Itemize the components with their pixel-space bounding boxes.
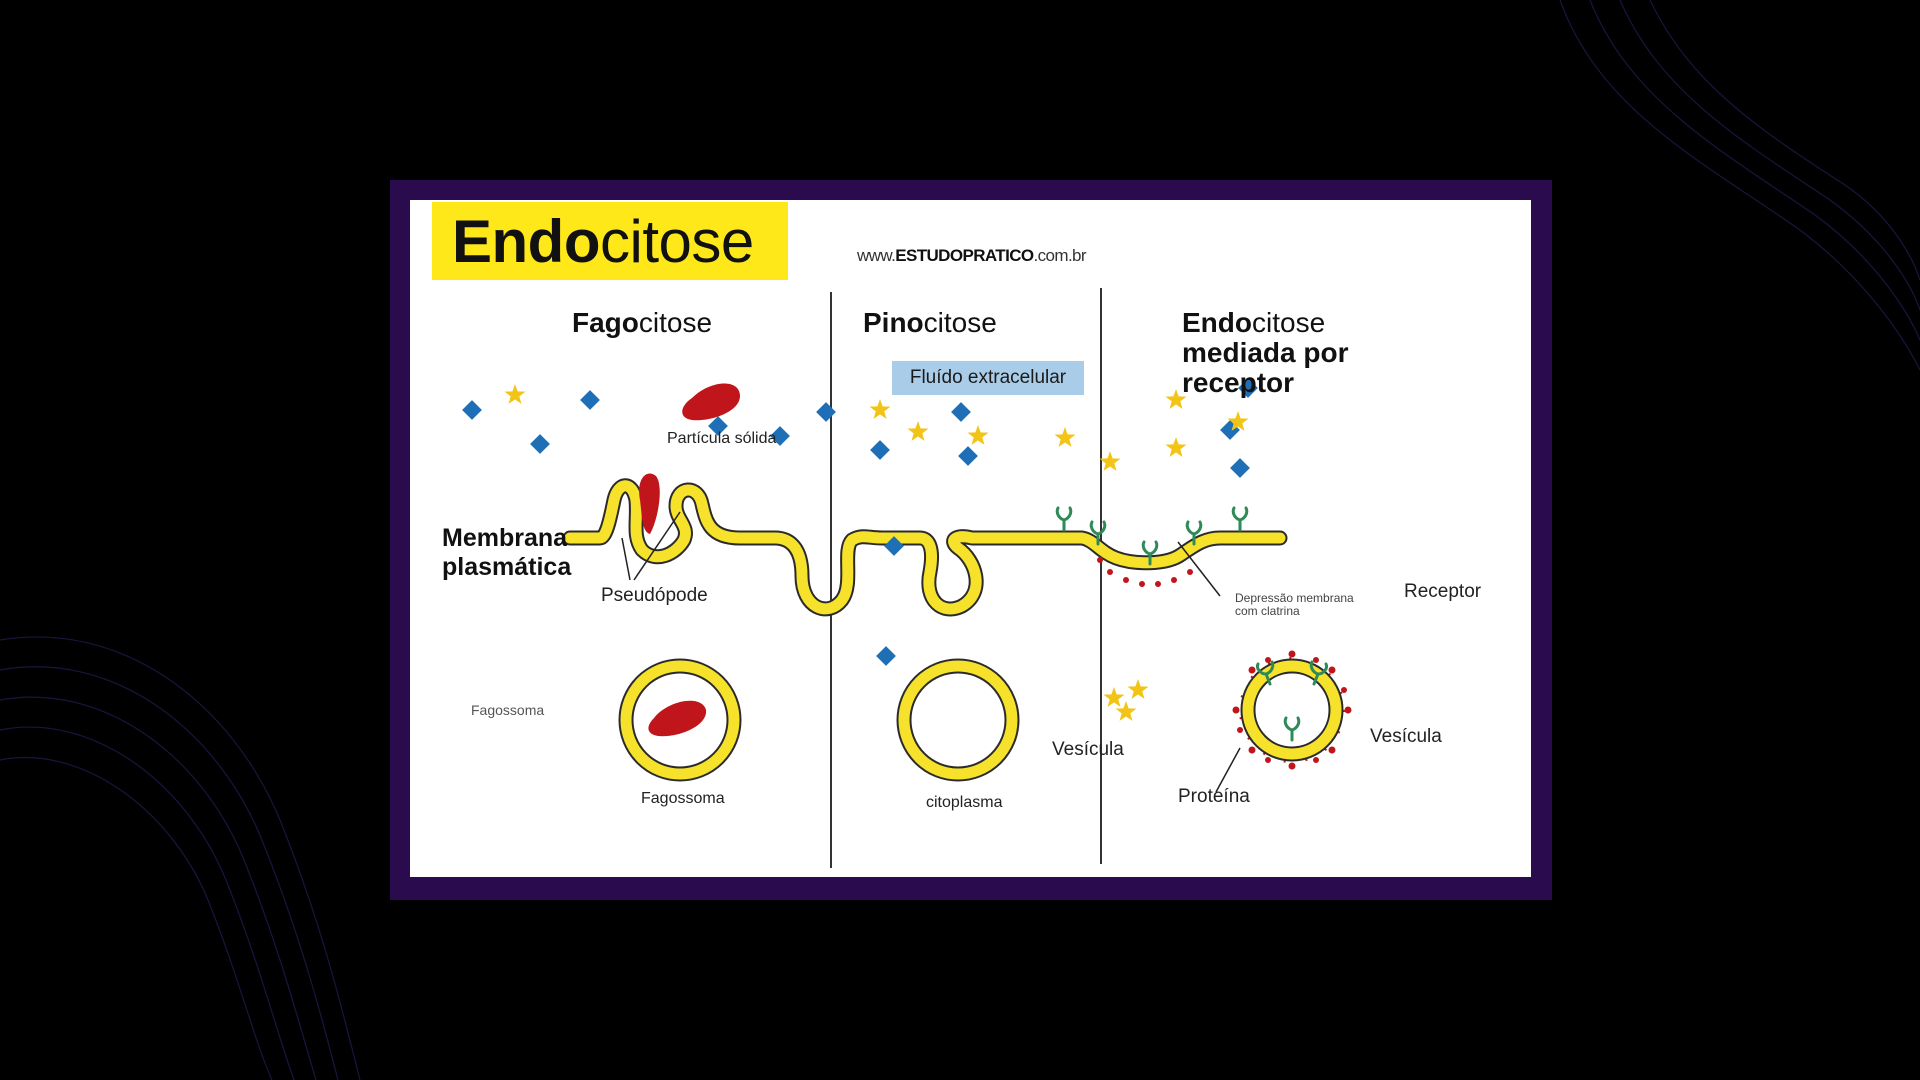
molecule-star: [1099, 451, 1121, 471]
molecule-square: [580, 390, 600, 410]
clathrin-coat: [1097, 557, 1193, 587]
molecule-square: [951, 402, 971, 422]
fluid-extracellular-label: Fluído extracelular: [892, 361, 1084, 395]
endocytosis-diagram: [462, 288, 1352, 868]
title-banner: Endocitose: [432, 202, 788, 280]
phagosome: [618, 658, 742, 782]
molecule-square: [530, 434, 550, 454]
section-title-receptor-mediated: Endocitose mediada por receptor: [1182, 307, 1349, 398]
molecule-square: [876, 646, 896, 666]
label-fagossoma-left: Fagossoma: [471, 702, 545, 718]
diagram-card: Endocitose www.ESTUDOPRATICO.com.br Fago…: [410, 200, 1531, 877]
section-title-pinocitose: Pinocitose: [863, 307, 997, 338]
molecules: [462, 378, 1258, 721]
label-particula-solida: Partícula sólida: [667, 430, 777, 447]
pseudopode-pointer-1: [621, 537, 631, 581]
molecule-square: [816, 402, 836, 422]
molecule-star: [1054, 427, 1076, 447]
molecule-star: [1115, 701, 1137, 721]
molecule-square: [462, 400, 482, 420]
engulfed-particle: [639, 473, 660, 534]
page-title: Endocitose: [452, 208, 754, 275]
molecule-star: [1165, 437, 1187, 457]
molecule-star: [1165, 389, 1187, 409]
molecule-square: [770, 426, 790, 446]
label-receptor: Receptor: [1404, 581, 1482, 602]
image-frame: Endocitose www.ESTUDOPRATICO.com.br Fago…: [390, 180, 1552, 900]
label-citoplasma: citoplasma: [926, 794, 1003, 811]
molecule-star: [504, 384, 526, 404]
label-membrana-plasmatica: Membrana plasmática: [442, 524, 572, 581]
pseudopode-pointer-2: [633, 511, 681, 581]
molecule-star: [907, 421, 929, 441]
label-fagossoma-bottom: Fagossoma: [641, 790, 725, 807]
section-title-fagocitose: Fagocitose: [572, 307, 713, 338]
label-depressao: Depressão membrana com clatrina: [1235, 591, 1354, 618]
molecule-star: [1227, 411, 1249, 431]
molecule-star: [967, 425, 989, 445]
label-pseudopode: Pseudópode: [601, 585, 708, 606]
plasma-membrane: [562, 478, 1288, 617]
molecule-square: [870, 440, 890, 460]
molecule-star: [1103, 687, 1125, 707]
solid-particle: [682, 383, 740, 421]
pino-vesicle: [896, 658, 1020, 782]
molecule-square: [1230, 458, 1250, 478]
molecule-star: [1127, 679, 1149, 699]
website-url: www.ESTUDOPRATICO.com.br: [857, 246, 1087, 265]
receptors: [1055, 506, 1328, 742]
molecule-square: [958, 446, 978, 466]
molecule-square: [1238, 378, 1258, 398]
molecule-star: [869, 399, 891, 419]
label-vesicula-pino: Vesícula: [1052, 739, 1124, 760]
receptor-vesicle: [1239, 657, 1345, 763]
label-vesicula-receptor: Vesícula: [1370, 726, 1442, 747]
protein-coat: [1232, 650, 1352, 770]
receptor-pointer: [1177, 541, 1221, 597]
label-proteina: Proteína: [1178, 786, 1250, 807]
molecule-square: [708, 416, 728, 436]
proteina-pointer: [1215, 747, 1241, 793]
